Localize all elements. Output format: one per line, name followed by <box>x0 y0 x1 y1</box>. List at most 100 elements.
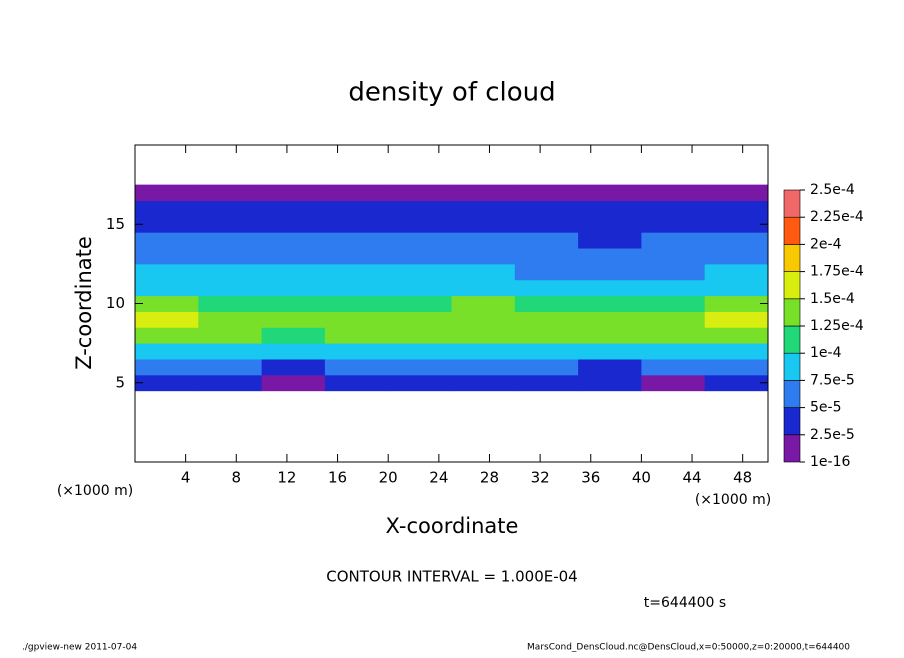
colorbar-band <box>783 434 801 463</box>
contour-cell <box>514 311 579 328</box>
contour-cell <box>324 279 389 297</box>
contour-cell <box>451 327 516 344</box>
contour-cell <box>135 184 199 201</box>
contour-cell <box>198 343 263 360</box>
contour-cell <box>514 216 579 233</box>
contour-cell <box>514 232 579 249</box>
contour-cell <box>578 279 642 297</box>
colorbar-band <box>783 325 801 354</box>
contour-cell <box>451 232 516 249</box>
contour-cell <box>198 200 263 217</box>
contour-cell <box>135 248 199 265</box>
contour-cell <box>704 216 769 233</box>
contour-cell <box>514 248 579 265</box>
contour-cell <box>198 279 263 297</box>
contour-cell <box>261 343 326 360</box>
contour-cell <box>261 311 326 328</box>
contour-cell <box>641 343 706 360</box>
contour-cell <box>261 263 326 281</box>
colorbar-label: 5e-5 <box>810 400 841 416</box>
x-tick-label: 40 <box>632 469 651 487</box>
x-tick-label: 32 <box>531 469 550 487</box>
contour-cell <box>388 200 452 217</box>
x-tick-label: 20 <box>379 469 398 487</box>
contour-cell <box>451 358 516 376</box>
contour-cell <box>704 327 769 344</box>
contour-cell <box>641 295 706 312</box>
contour-cell <box>135 343 199 360</box>
contour-cell <box>704 279 769 297</box>
contour-cell <box>578 358 642 376</box>
contour-cell <box>388 232 452 249</box>
contour-cell <box>135 295 199 312</box>
colorbar-label: 2.5e-4 <box>810 182 855 198</box>
contour-cell <box>324 327 389 344</box>
colorbar-band <box>783 244 801 272</box>
contour-cell <box>641 200 706 217</box>
contour-cell <box>704 343 769 360</box>
contour-cell <box>261 232 326 249</box>
contour-cell <box>578 295 642 312</box>
colorbar-label: 7.5e-5 <box>810 372 855 388</box>
contour-cell <box>451 248 516 265</box>
contour-cell <box>261 184 326 201</box>
contour-cell <box>641 248 706 265</box>
footer-left: ./gpview-new 2011-07-04 <box>22 643 137 653</box>
time-label: t=644400 s <box>644 595 726 611</box>
contour-cell <box>198 311 263 328</box>
colorbar-band <box>783 216 801 245</box>
contour-cell <box>514 279 579 297</box>
colorbar-label: 2.25e-4 <box>810 209 864 225</box>
contour-cell <box>704 374 769 392</box>
contour-cell <box>198 358 263 376</box>
contour-cell <box>388 184 452 201</box>
contour-cell <box>704 200 769 217</box>
x-tick-label: 44 <box>682 469 701 487</box>
contour-cell <box>324 358 389 376</box>
contour-cell <box>135 279 199 297</box>
contour-cell <box>578 263 642 281</box>
contour-cell <box>451 343 516 360</box>
contour-cell <box>641 279 706 297</box>
contour-cell <box>578 200 642 217</box>
contour-cell <box>578 311 642 328</box>
footer-right: MarsCond_DensCloud.nc@DensCloud,x=0:5000… <box>527 643 850 653</box>
contour-cell <box>388 374 452 392</box>
contour-cell <box>514 358 579 376</box>
contour-cell <box>704 295 769 312</box>
colorbar-band <box>783 189 801 218</box>
y-tick-label: 15 <box>106 215 125 233</box>
x-tick-label: 48 <box>733 469 752 487</box>
colorbar-label: 1.25e-4 <box>810 318 864 334</box>
contour-cell <box>324 374 389 392</box>
contour-cell <box>135 232 199 249</box>
contour-cell <box>135 374 199 392</box>
contour-cell <box>324 232 389 249</box>
contour-cell <box>198 216 263 233</box>
contour-cell <box>135 216 199 233</box>
colorbar-band <box>783 380 801 408</box>
y-axis-label: Z-coordinate <box>72 236 96 370</box>
contour-cell <box>324 216 389 233</box>
contour-cell <box>324 248 389 265</box>
x-unit-label: (×1000 m) <box>695 492 771 508</box>
contour-cell <box>514 295 579 312</box>
contour-cell <box>451 184 516 201</box>
contour-cell <box>641 263 706 281</box>
contour-cell <box>261 327 326 344</box>
contour-cell <box>514 200 579 217</box>
contour-cell <box>388 295 452 312</box>
contour-cell <box>261 295 326 312</box>
contour-cell <box>641 358 706 376</box>
contour-cell <box>704 184 769 201</box>
contour-cell <box>388 358 452 376</box>
x-tick-label: 4 <box>181 469 191 487</box>
contour-cell <box>704 358 769 376</box>
contour-cell <box>388 279 452 297</box>
contour-cell <box>198 327 263 344</box>
contour-cell <box>324 200 389 217</box>
contour-cell <box>514 374 579 392</box>
contour-cell <box>198 248 263 265</box>
colorbar-label: 1.5e-4 <box>810 291 855 307</box>
